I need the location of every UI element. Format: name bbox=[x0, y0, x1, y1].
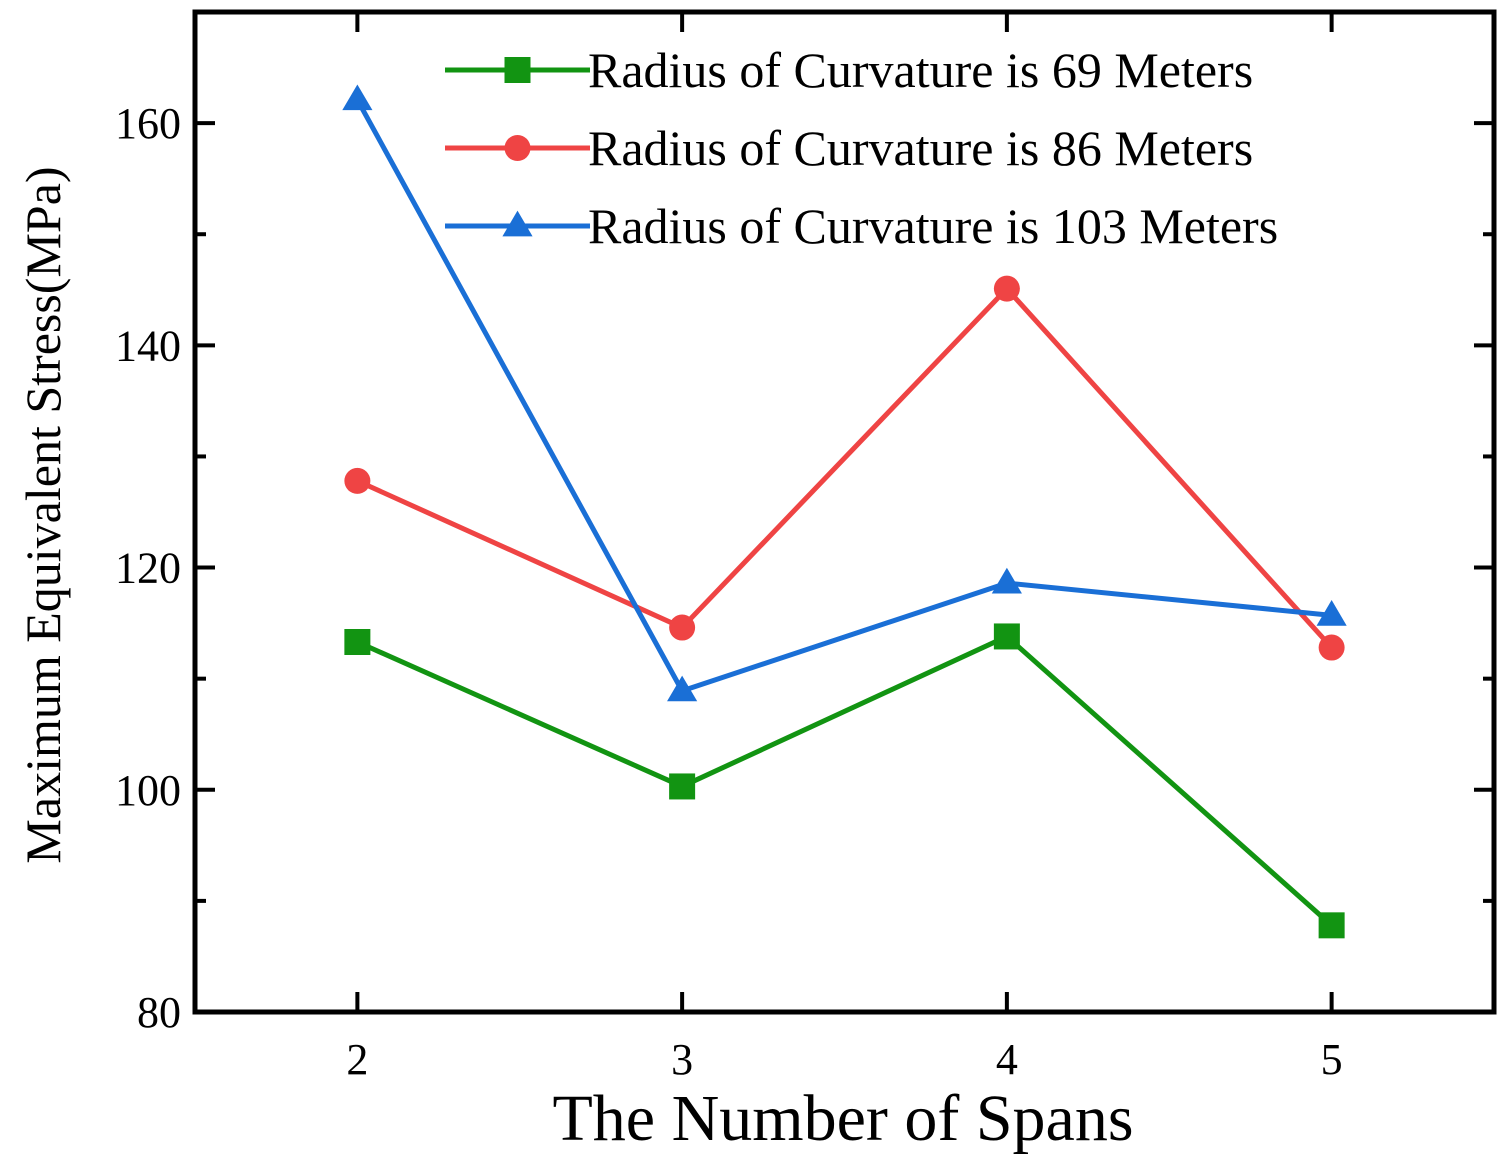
x-axis-title: The Number of Spans bbox=[552, 1082, 1133, 1155]
series-2-point-4 bbox=[1318, 634, 1345, 661]
series-1-point-1 bbox=[344, 629, 371, 655]
series-2-point-3 bbox=[993, 275, 1020, 302]
series-2-point-2 bbox=[669, 614, 696, 641]
legend-marker bbox=[504, 135, 531, 161]
series-1-line bbox=[356, 633, 1334, 928]
x-tick-label: 4 bbox=[996, 1035, 1018, 1084]
y-tick-label: 140 bbox=[115, 321, 181, 370]
axes-layer: 80 100 120 140 160 2 3 4 5 bbox=[115, 9, 1497, 1084]
series-1-point-4 bbox=[1318, 912, 1345, 939]
series-2-point-1 bbox=[344, 467, 371, 494]
legend-item-3: Radius of Curvature is 103 Meters bbox=[445, 198, 1278, 254]
legend-label: Radius of Curvature is 103 Meters bbox=[588, 198, 1278, 254]
y-tick-label: 80 bbox=[137, 988, 181, 1037]
series-3-line bbox=[355, 98, 1332, 694]
legend-item-1: Radius of Curvature is 69 Meters bbox=[445, 42, 1253, 98]
legend: Radius of Curvature is 69 Meters Radius o… bbox=[445, 42, 1278, 254]
y-tick-label: 120 bbox=[115, 544, 181, 593]
y-axis-title: Maximum Equivalent Stress(MPa) bbox=[15, 166, 71, 863]
plot-frame bbox=[192, 9, 1497, 1015]
y-tick-label: 100 bbox=[115, 766, 181, 815]
series-3-point-3 bbox=[991, 567, 1022, 594]
x-tick-label: 3 bbox=[671, 1035, 693, 1084]
legend-marker bbox=[502, 210, 533, 237]
series-3-point-4 bbox=[1316, 600, 1347, 626]
series-1-point-3 bbox=[993, 623, 1020, 650]
x-tick-label: 5 bbox=[1321, 1035, 1343, 1084]
series-1-point-2 bbox=[669, 773, 696, 800]
legend-item-2: Radius of Curvature is 86 Meters bbox=[445, 120, 1253, 176]
series-3-point-2 bbox=[667, 675, 698, 702]
legend-marker bbox=[504, 57, 531, 83]
legend-label: Radius of Curvature is 69 Meters bbox=[588, 42, 1253, 98]
series-3 bbox=[342, 84, 1347, 702]
series-layer bbox=[342, 84, 1347, 939]
series-2-line bbox=[356, 286, 1334, 650]
series-2 bbox=[344, 275, 1345, 661]
series-1 bbox=[344, 623, 1345, 939]
x-tick-label: 2 bbox=[346, 1035, 368, 1084]
y-tick-label: 160 bbox=[115, 99, 181, 148]
series-3-point-1 bbox=[342, 84, 373, 111]
legend-label: Radius of Curvature is 86 Meters bbox=[588, 120, 1253, 176]
